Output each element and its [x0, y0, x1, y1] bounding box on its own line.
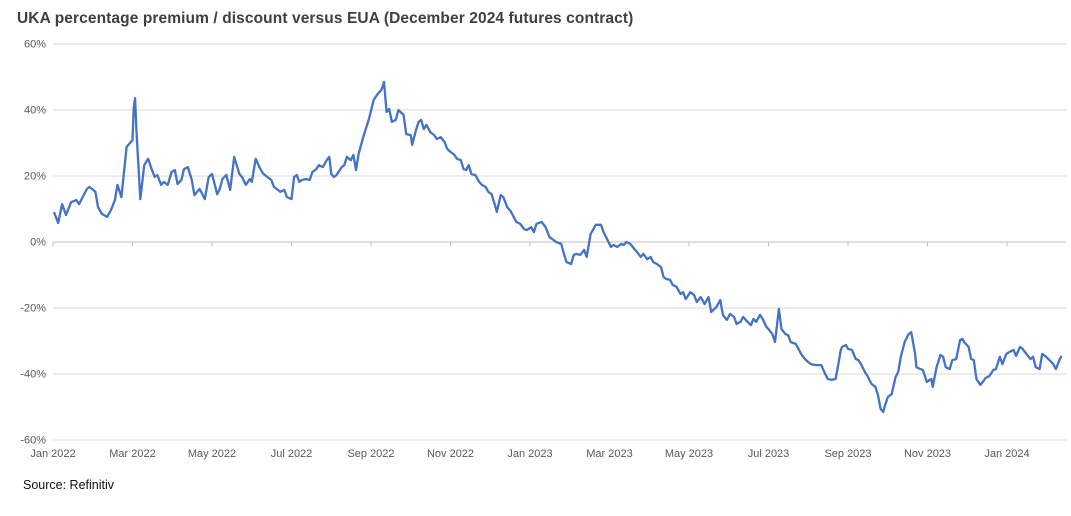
x-axis-label: Sep 2023: [824, 448, 871, 460]
y-axis-label: -40%: [20, 369, 46, 381]
y-axis-label: 0%: [30, 237, 46, 249]
source-note: Source: Refinitiv: [23, 478, 115, 492]
y-axis-label: 20%: [24, 171, 46, 183]
x-axis-label: Jan 2023: [507, 448, 552, 460]
x-axis-label: Jul 2022: [271, 448, 313, 460]
x-axis-label: Jul 2023: [748, 448, 790, 460]
x-axis-label: May 2022: [188, 448, 236, 460]
x-axis-label: Jan 2022: [30, 448, 75, 460]
y-axis-label: 60%: [24, 39, 46, 51]
x-axis-label: Mar 2023: [586, 448, 632, 460]
y-axis-label: 40%: [24, 105, 46, 117]
x-axis-label: Sep 2022: [347, 448, 394, 460]
chart-title: UKA percentage premium / discount versus…: [17, 10, 634, 27]
x-axis-label: Nov 2022: [427, 448, 474, 460]
x-axis-label: Nov 2023: [904, 448, 951, 460]
data-series-line: [53, 80, 1063, 414]
y-axis-label: -20%: [20, 303, 46, 315]
x-axis-label: May 2023: [665, 448, 713, 460]
y-axis-label: -60%: [20, 435, 46, 447]
x-axis-label: Mar 2022: [109, 448, 155, 460]
x-axis-label: Jan 2024: [984, 448, 1029, 460]
